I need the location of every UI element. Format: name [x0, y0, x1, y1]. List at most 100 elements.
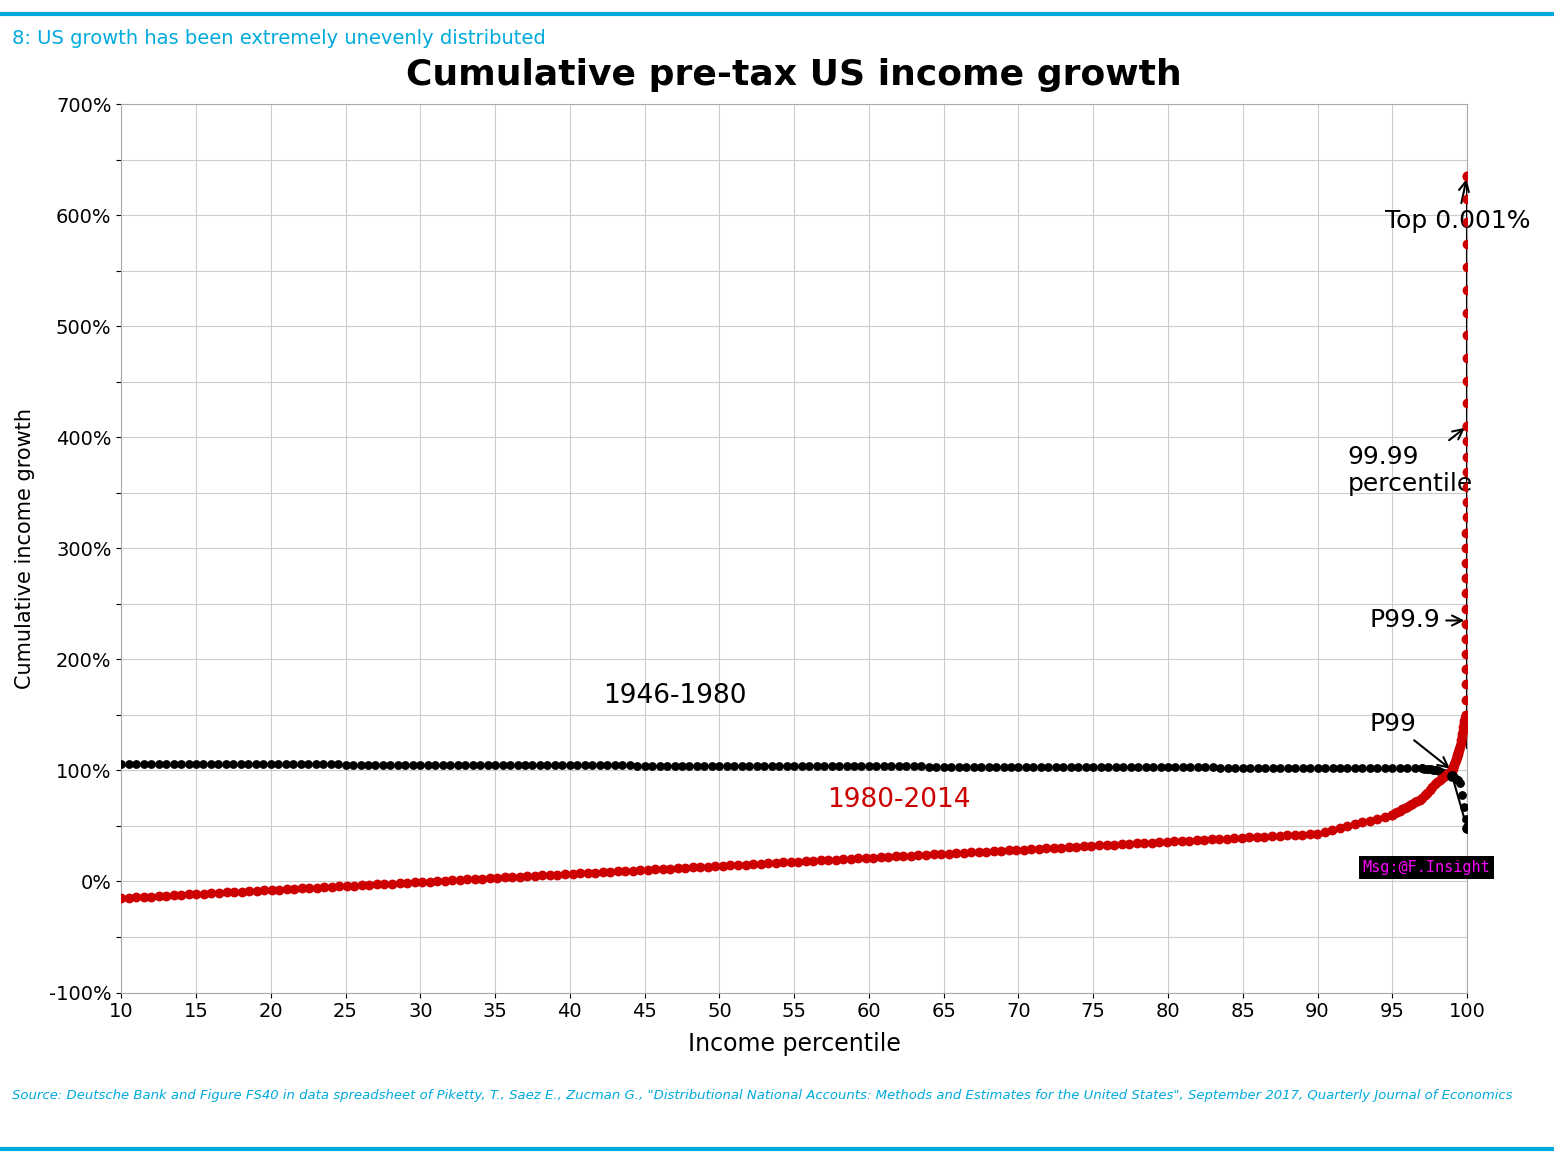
Point	[741, 855, 766, 873]
Text: 1946-1980: 1946-1980	[603, 683, 746, 710]
Point	[295, 756, 320, 774]
Y-axis label: Cumulative income growth: Cumulative income growth	[16, 408, 36, 689]
Point	[207, 755, 232, 773]
Point	[1439, 767, 1464, 786]
Point	[699, 757, 724, 775]
Point	[497, 756, 522, 774]
Point	[1388, 802, 1413, 820]
Point	[350, 876, 375, 894]
Point	[213, 755, 238, 773]
Point	[1453, 630, 1478, 649]
Point	[522, 866, 547, 885]
Point	[267, 880, 292, 899]
Point	[587, 756, 612, 774]
Point	[1425, 772, 1450, 790]
Point	[138, 755, 163, 773]
Point	[393, 756, 418, 774]
Point	[1237, 828, 1262, 847]
Point	[1133, 758, 1158, 776]
Point	[1155, 833, 1179, 851]
Point	[929, 844, 954, 863]
Point	[357, 876, 382, 894]
Point	[890, 847, 915, 865]
Point	[1282, 826, 1307, 844]
Point	[1405, 791, 1430, 810]
Point	[1026, 840, 1051, 858]
Point	[514, 867, 539, 886]
Point	[1200, 831, 1225, 849]
Point	[402, 873, 427, 892]
Point	[838, 850, 862, 869]
Point	[1408, 790, 1433, 809]
Point	[1455, 190, 1479, 209]
Point	[650, 859, 674, 878]
Text: 8: US growth has been extremely unevenly distributed: 8: US growth has been extremely unevenly…	[12, 29, 545, 47]
Point	[1416, 760, 1441, 779]
Point	[311, 756, 336, 774]
Point	[1327, 819, 1352, 838]
Point	[407, 756, 432, 774]
Point	[1245, 758, 1270, 776]
Point	[692, 757, 716, 775]
Point	[1343, 816, 1368, 834]
Point	[1420, 778, 1445, 796]
Point	[1455, 167, 1479, 185]
Point	[673, 858, 698, 877]
Point	[1453, 614, 1478, 632]
Point	[968, 758, 993, 776]
Point	[1102, 835, 1127, 854]
Point	[191, 885, 216, 903]
Point	[1442, 756, 1467, 774]
Point	[162, 886, 186, 904]
Point	[1082, 758, 1106, 776]
Point	[559, 865, 584, 884]
Point	[939, 757, 963, 775]
Point	[477, 869, 502, 887]
Point	[959, 843, 984, 862]
Point	[1442, 768, 1467, 787]
Point	[620, 862, 645, 880]
Point	[827, 757, 852, 775]
Point	[684, 757, 709, 775]
Point	[803, 757, 828, 775]
Point	[1147, 833, 1172, 851]
Point	[1409, 759, 1434, 778]
Point	[1207, 758, 1232, 776]
Point	[274, 880, 298, 899]
Point	[228, 882, 253, 901]
Point	[1193, 758, 1218, 776]
Point	[819, 757, 844, 775]
Point	[1430, 763, 1455, 781]
Point	[1455, 523, 1479, 541]
Point	[595, 756, 620, 774]
Point	[583, 863, 608, 881]
Point	[117, 888, 141, 907]
Point	[1425, 761, 1450, 780]
Point	[707, 757, 732, 775]
Point	[462, 870, 486, 888]
Point	[1455, 493, 1479, 511]
Point	[906, 846, 931, 864]
Point	[640, 757, 665, 775]
Point	[371, 874, 396, 893]
Text: Msg:@F.Insight: Msg:@F.Insight	[1363, 859, 1490, 874]
Point	[1455, 508, 1479, 526]
Title: Cumulative pre-tax US income growth: Cumulative pre-tax US income growth	[406, 58, 1183, 92]
Point	[872, 757, 897, 775]
Point	[1427, 761, 1451, 780]
Point	[1041, 839, 1066, 857]
Point	[340, 756, 365, 774]
Point	[922, 846, 946, 864]
Point	[1162, 832, 1187, 850]
Point	[1439, 767, 1464, 786]
Point	[1453, 690, 1478, 708]
Point	[1125, 758, 1150, 776]
Point	[886, 757, 911, 775]
Point	[1419, 760, 1444, 779]
Point	[370, 756, 395, 774]
Point	[1221, 829, 1246, 848]
Text: 1980-2014: 1980-2014	[827, 787, 971, 812]
Point	[1078, 836, 1103, 855]
Point	[702, 857, 727, 876]
Point	[786, 852, 811, 871]
